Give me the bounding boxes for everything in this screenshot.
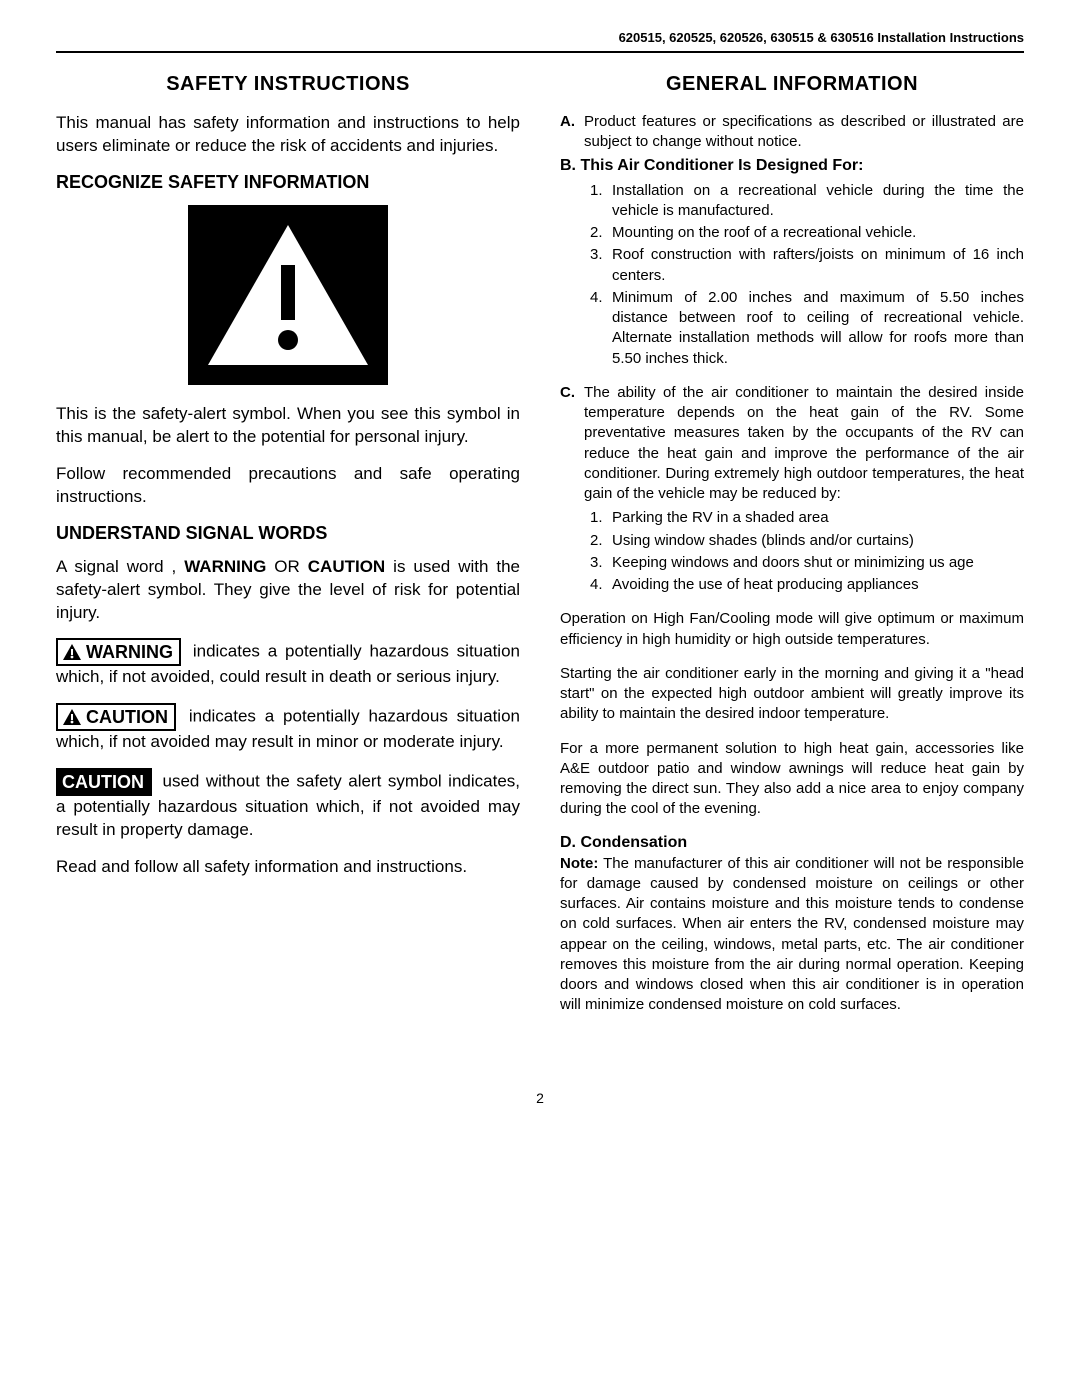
item-a-letter: A. <box>560 112 584 153</box>
warning-paragraph: WARNING indicates a potentially hazardou… <box>56 638 520 689</box>
alert-triangle-icon <box>62 643 82 661</box>
understand-intro: A signal word , WARNING OR CAUTION is us… <box>56 556 520 625</box>
list-item: 4.Minimum of 2.00 inches and maximum of … <box>590 288 1024 369</box>
general-information-title: GENERAL INFORMATION <box>560 73 1024 96</box>
caution-badge: CAUTION <box>56 703 176 731</box>
item-a-text: Product features or specifications as de… <box>584 112 1024 153</box>
list-item: 3.Roof construction with rafters/joists … <box>590 245 1024 286</box>
list-num: 3. <box>590 553 612 573</box>
c-list: 1.Parking the RV in a shaded area 2.Usin… <box>560 508 1024 595</box>
warning-badge-label: WARNING <box>86 640 173 664</box>
header-model-line: 620515, 620525, 620526, 630515 & 630516 … <box>56 30 1024 53</box>
page-number: 2 <box>56 1090 1024 1106</box>
recognize-safety-title: RECOGNIZE SAFETY INFORMATION <box>56 172 520 193</box>
list-text: Using window shades (blinds and/or curta… <box>612 531 914 551</box>
list-num: 2. <box>590 223 612 243</box>
operation-p1: Operation on High Fan/Cooling mode will … <box>560 609 1024 650</box>
right-column: GENERAL INFORMATION A. Product features … <box>560 73 1024 1030</box>
item-c-letter: C. <box>560 383 584 505</box>
alert-triangle-icon <box>62 708 82 726</box>
recognize-p2: Follow recommended precautions and safe … <box>56 463 520 509</box>
operation-p3: For a more permanent solution to high he… <box>560 739 1024 820</box>
caution-black-badge: CAUTION <box>56 768 152 796</box>
list-item: 3.Keeping windows and doors shut or mini… <box>590 553 1024 573</box>
list-text: Roof construction with rafters/joists on… <box>612 245 1024 286</box>
recognize-p1: This is the safety-alert symbol. When yo… <box>56 403 520 449</box>
list-text: Keeping windows and doors shut or minimi… <box>612 553 974 573</box>
understand-intro-pre: A signal word , <box>56 557 184 576</box>
safety-instructions-title: SAFETY INSTRUCTIONS <box>56 73 520 96</box>
list-num: 3. <box>590 245 612 286</box>
list-item: 4.Avoiding the use of heat producing app… <box>590 575 1024 595</box>
list-item: 2.Mounting on the roof of a recreational… <box>590 223 1024 243</box>
item-a: A. Product features or specifications as… <box>560 112 1024 153</box>
note-label: Note: <box>560 855 598 872</box>
item-d-title: D. Condensation <box>560 834 1024 852</box>
item-c: C. The ability of the air conditioner to… <box>560 383 1024 505</box>
list-text: Parking the RV in a shaded area <box>612 508 829 528</box>
safety-intro-paragraph: This manual has safety information and i… <box>56 112 520 158</box>
caution-paragraph: CAUTION indicates a potentially hazardou… <box>56 703 520 754</box>
list-text: Installation on a recreational vehicle d… <box>612 181 1024 222</box>
understand-intro-mid: OR <box>266 557 307 576</box>
list-num: 4. <box>590 575 612 595</box>
note-text: The manufacturer of this air conditioner… <box>560 855 1024 1014</box>
safety-alert-icon <box>188 205 388 385</box>
list-item: 2.Using window shades (blinds and/or cur… <box>590 531 1024 551</box>
b-list: 1.Installation on a recreational vehicle… <box>560 181 1024 369</box>
warning-badge: WARNING <box>56 638 181 666</box>
two-column-layout: SAFETY INSTRUCTIONS This manual has safe… <box>56 73 1024 1030</box>
list-item: 1.Installation on a recreational vehicle… <box>590 181 1024 222</box>
operation-p2: Starting the air conditioner early in th… <box>560 664 1024 725</box>
list-num: 1. <box>590 181 612 222</box>
item-c-text: The ability of the air conditioner to ma… <box>584 383 1024 505</box>
list-text: Mounting on the roof of a recreational v… <box>612 223 916 243</box>
left-column: SAFETY INSTRUCTIONS This manual has safe… <box>56 73 520 1030</box>
list-num: 1. <box>590 508 612 528</box>
caution2-paragraph: CAUTION used without the safety alert sy… <box>56 768 520 842</box>
list-text: Minimum of 2.00 inches and maximum of 5.… <box>612 288 1024 369</box>
read-all-paragraph: Read and follow all safety information a… <box>56 856 520 879</box>
item-b-title: B. This Air Conditioner Is Designed For: <box>560 157 1024 175</box>
understand-intro-warning: WARNING <box>184 557 266 576</box>
understand-intro-caution: CAUTION <box>308 557 385 576</box>
list-num: 2. <box>590 531 612 551</box>
caution-black-badge-label: CAUTION <box>62 770 144 794</box>
list-num: 4. <box>590 288 612 369</box>
list-item: 1.Parking the RV in a shaded area <box>590 508 1024 528</box>
caution-badge-label: CAUTION <box>86 705 168 729</box>
list-text: Avoiding the use of heat producing appli… <box>612 575 919 595</box>
condensation-note: Note: The manufacturer of this air condi… <box>560 854 1024 1016</box>
safety-alert-symbol-wrap <box>56 205 520 385</box>
understand-signal-words-title: UNDERSTAND SIGNAL WORDS <box>56 523 520 544</box>
